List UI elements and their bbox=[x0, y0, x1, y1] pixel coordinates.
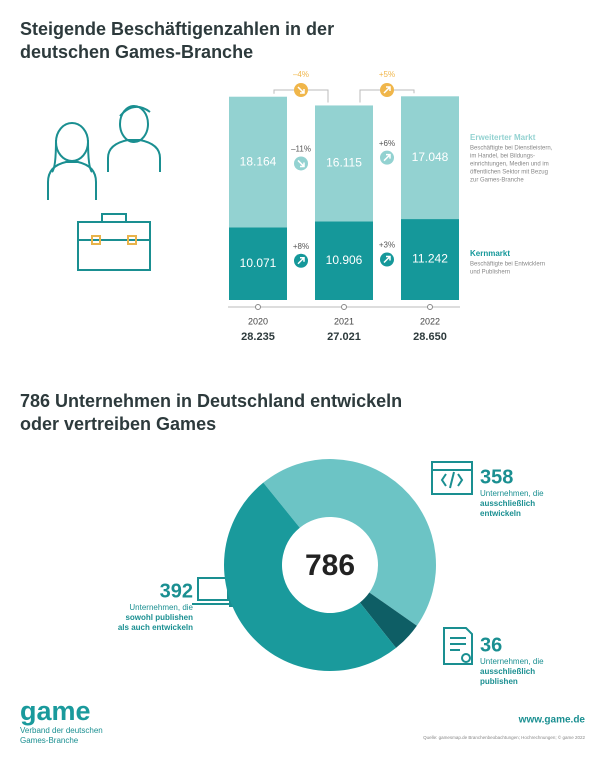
bar bbox=[229, 227, 287, 300]
legend-description: Beschäftigte bei Dienstleistern, bbox=[470, 146, 553, 152]
value-label: 16.115 bbox=[326, 156, 362, 170]
x-tick-label: 2020 bbox=[248, 316, 268, 326]
total-change-label: +5% bbox=[379, 70, 395, 79]
total-label: 28.650 bbox=[413, 331, 447, 343]
chart-title: oder vertreiben Games bbox=[20, 414, 216, 434]
total-label: 27.021 bbox=[327, 331, 361, 343]
total-label: 28.235 bbox=[241, 331, 275, 343]
briefcase-icon bbox=[77, 213, 151, 271]
value-label: 358 bbox=[480, 466, 513, 488]
category-label: ausschließlich bbox=[480, 499, 535, 508]
category-label: publishen bbox=[480, 677, 518, 686]
value-label: 36 bbox=[480, 634, 502, 656]
bar bbox=[315, 221, 373, 300]
category-label: entwickeln bbox=[480, 509, 521, 518]
tick bbox=[341, 304, 347, 310]
code-icon bbox=[431, 461, 473, 495]
change-label: –11% bbox=[291, 145, 311, 154]
donut-segment bbox=[359, 592, 417, 648]
category-label: ausschließlich bbox=[480, 667, 535, 676]
org-name: Games-Branche bbox=[20, 736, 79, 745]
people-icon bbox=[47, 105, 161, 200]
x-tick-label: 2021 bbox=[334, 316, 354, 326]
donut-segment bbox=[263, 459, 436, 626]
tick bbox=[255, 304, 261, 310]
change-arrow bbox=[297, 159, 305, 168]
legend-description: öffentlichen Sektor mit Bezug bbox=[470, 170, 548, 176]
value-label: 11.242 bbox=[412, 252, 448, 266]
value-label: 392 bbox=[160, 580, 193, 602]
document-icon bbox=[443, 627, 473, 665]
category-label: Unternehmen, die bbox=[480, 489, 544, 498]
change-arrow bbox=[383, 255, 391, 264]
chart-title: Steigende Beschäftigenzahlen in der bbox=[20, 19, 334, 39]
legend-label: Erweiterter Markt bbox=[470, 133, 536, 142]
change-arrow bbox=[297, 256, 305, 265]
donut-segment bbox=[224, 482, 397, 671]
legend-description: zur Games-Branche bbox=[470, 178, 524, 184]
category-label: als auch entwickeln bbox=[118, 623, 193, 632]
legend-description: und Publishern bbox=[470, 270, 510, 276]
value-label: 18.164 bbox=[240, 154, 277, 168]
category-label: sowohl publishen bbox=[125, 613, 193, 622]
change-arrow bbox=[383, 153, 391, 162]
tick bbox=[427, 304, 433, 310]
bar bbox=[401, 96, 459, 220]
value-label: 10.071 bbox=[240, 256, 277, 270]
x-tick-label: 2022 bbox=[420, 316, 440, 326]
org-name: Verband der deutschen bbox=[20, 726, 103, 735]
total-change-label: –4% bbox=[293, 70, 309, 79]
legend-description: im Handel, bei Bildungs- bbox=[470, 154, 535, 160]
bar bbox=[229, 96, 287, 228]
change-arrow bbox=[383, 86, 391, 94]
change-label: +3% bbox=[379, 241, 395, 250]
source: Quelle: gamesmap.de Branchenbeobachtunge… bbox=[423, 734, 585, 740]
value-label: 10.906 bbox=[326, 253, 363, 267]
change-label: +8% bbox=[293, 242, 309, 251]
chart-title: deutschen Games-Branche bbox=[20, 42, 253, 62]
value-label: 17.048 bbox=[412, 150, 449, 164]
bar bbox=[315, 105, 373, 222]
category-label: Unternehmen, die bbox=[129, 603, 193, 612]
logo: game bbox=[20, 696, 91, 726]
bar bbox=[401, 219, 459, 300]
donut-total: 786 bbox=[305, 549, 355, 582]
change-label: +6% bbox=[379, 139, 395, 148]
chart-title: 786 Unternehmen in Deutschland entwickel… bbox=[20, 391, 402, 411]
legend-label: Kernmarkt bbox=[470, 249, 510, 258]
legend-description: einrichtungen, Medien und im bbox=[470, 162, 549, 168]
url: www.game.de bbox=[518, 715, 586, 726]
category-label: Unternehmen, die bbox=[480, 657, 544, 666]
change-arrow bbox=[297, 86, 305, 94]
legend-description: Beschäftigte bei Entwicklern bbox=[470, 262, 545, 268]
